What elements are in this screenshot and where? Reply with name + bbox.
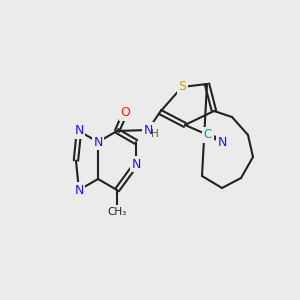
Text: N: N <box>143 124 153 136</box>
Text: N: N <box>74 124 84 137</box>
Text: O: O <box>120 106 130 119</box>
Text: C: C <box>204 128 212 142</box>
Text: H: H <box>151 129 159 139</box>
Text: CH₃: CH₃ <box>107 207 127 217</box>
Text: N: N <box>93 136 103 148</box>
Text: N: N <box>74 184 84 196</box>
Text: S: S <box>178 80 186 94</box>
Text: N: N <box>217 136 227 149</box>
Text: N: N <box>131 158 141 170</box>
